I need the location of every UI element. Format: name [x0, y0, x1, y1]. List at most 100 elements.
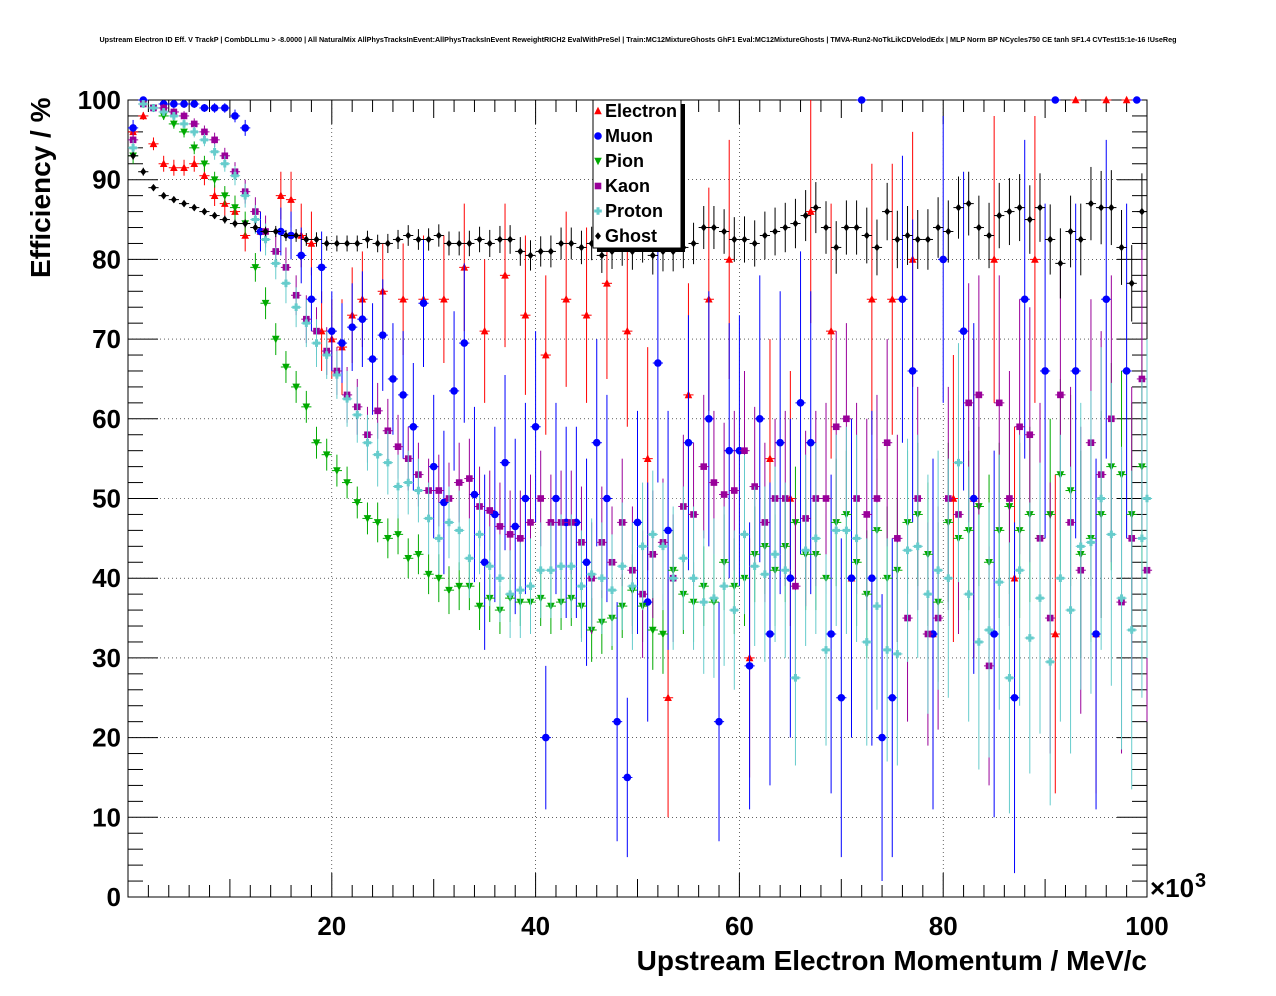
data-point-kaon — [506, 531, 514, 538]
legend-marker-kaon — [594, 182, 602, 190]
data-point-ghost — [1118, 243, 1125, 252]
data-point-kaon — [843, 415, 850, 423]
data-point-proton — [557, 562, 565, 571]
data-point-muon — [409, 422, 418, 431]
data-point-proton — [1026, 634, 1034, 642]
legend-entry-muon: Muon — [594, 126, 653, 146]
y-tick-label: 10 — [92, 802, 121, 832]
data-point-pion — [659, 630, 667, 639]
y-tick-label: 20 — [92, 723, 121, 753]
data-point-muon — [358, 315, 367, 323]
data-point-proton — [190, 128, 199, 136]
data-point-kaon — [1057, 391, 1064, 399]
data-point-proton — [618, 562, 627, 571]
data-point-ghost — [812, 203, 819, 212]
data-point-electron — [159, 159, 168, 168]
series-layer — [128, 95, 1153, 882]
x-tick-label: 40 — [521, 911, 550, 941]
legend-marker-muon — [594, 132, 602, 140]
data-point-pion — [343, 479, 351, 487]
data-point-ghost — [354, 239, 361, 248]
data-point-electron — [139, 111, 148, 120]
data-point-kaon — [486, 507, 494, 514]
data-point-muon — [129, 124, 137, 132]
data-point-muon — [654, 359, 662, 367]
data-point-electron — [990, 255, 998, 263]
data-point-proton — [434, 534, 443, 543]
data-point-ghost — [547, 247, 554, 256]
data-point-proton — [628, 582, 637, 590]
data-point-proton — [506, 590, 514, 598]
data-point-muon — [664, 526, 672, 535]
data-point-proton — [1066, 606, 1075, 614]
data-point-muon — [317, 263, 326, 272]
data-point-ghost — [262, 227, 269, 236]
data-point-ghost — [395, 235, 402, 244]
data-point-pion — [363, 515, 372, 523]
data-point-proton — [496, 574, 504, 582]
data-point-electron — [501, 271, 509, 279]
data-point-ghost — [537, 247, 544, 256]
data-point-ghost — [761, 231, 768, 240]
data-point-ghost — [792, 219, 799, 228]
data-point-proton — [1117, 594, 1126, 602]
data-point-muon — [241, 124, 249, 132]
data-point-ghost — [130, 151, 137, 160]
data-point-proton — [781, 566, 790, 575]
data-point-proton — [384, 458, 392, 467]
data-point-ghost — [986, 231, 993, 240]
data-point-ghost — [150, 183, 157, 192]
data-point-electron — [806, 207, 815, 215]
data-point-proton — [801, 546, 810, 555]
data-point-muon — [389, 375, 397, 383]
data-point-ghost — [558, 239, 565, 248]
data-point-electron — [521, 310, 530, 319]
legend-marker-electron — [594, 106, 602, 115]
data-point-pion — [414, 550, 423, 559]
data-point-ghost — [323, 239, 330, 248]
data-point-ghost — [1016, 203, 1023, 212]
data-point-proton — [842, 526, 851, 535]
data-point-ghost — [1098, 203, 1105, 212]
data-point-muon — [1051, 96, 1060, 104]
data-point-muon — [552, 494, 560, 503]
data-point-proton — [720, 582, 728, 590]
data-point-kaon — [700, 463, 708, 470]
data-point-proton — [139, 100, 148, 108]
data-point-proton — [394, 482, 402, 491]
legend-marker-pion — [594, 157, 602, 166]
data-point-muon — [786, 574, 795, 582]
data-point-ghost — [924, 235, 931, 244]
data-point-kaon — [975, 391, 983, 399]
data-point-muon — [231, 112, 239, 120]
data-point-proton — [261, 235, 270, 244]
data-point-ghost — [578, 243, 585, 252]
data-point-proton — [1097, 494, 1105, 503]
legend-label-kaon: Kaon — [605, 176, 650, 196]
data-point-kaon — [1016, 423, 1023, 431]
data-point-ghost — [568, 239, 575, 248]
data-point-electron — [541, 350, 550, 359]
data-point-ghost — [282, 231, 289, 240]
legend-entries: Electron Muon Pion Kaon Proton Ghost — [594, 101, 677, 246]
data-point-proton — [455, 526, 463, 535]
data-point-electron — [562, 294, 570, 303]
data-point-proton — [995, 578, 1004, 586]
data-point-pion — [231, 204, 239, 212]
data-point-muon — [643, 598, 652, 606]
y-tick-label: 70 — [92, 324, 121, 354]
y-tick-label: 40 — [92, 563, 121, 593]
data-point-proton — [862, 638, 871, 646]
data-point-electron — [277, 191, 285, 199]
legend-label-ghost: Ghost — [605, 226, 657, 246]
data-point-proton — [445, 518, 453, 527]
data-point-proton — [598, 574, 606, 582]
data-point-ghost — [1077, 235, 1084, 244]
data-point-kaon — [455, 479, 463, 486]
data-point-ghost — [935, 223, 942, 232]
data-point-muon — [170, 100, 178, 108]
data-point-electron — [440, 294, 448, 303]
data-point-kaon — [741, 447, 748, 454]
data-point-proton — [638, 542, 647, 551]
data-point-proton — [750, 562, 759, 571]
